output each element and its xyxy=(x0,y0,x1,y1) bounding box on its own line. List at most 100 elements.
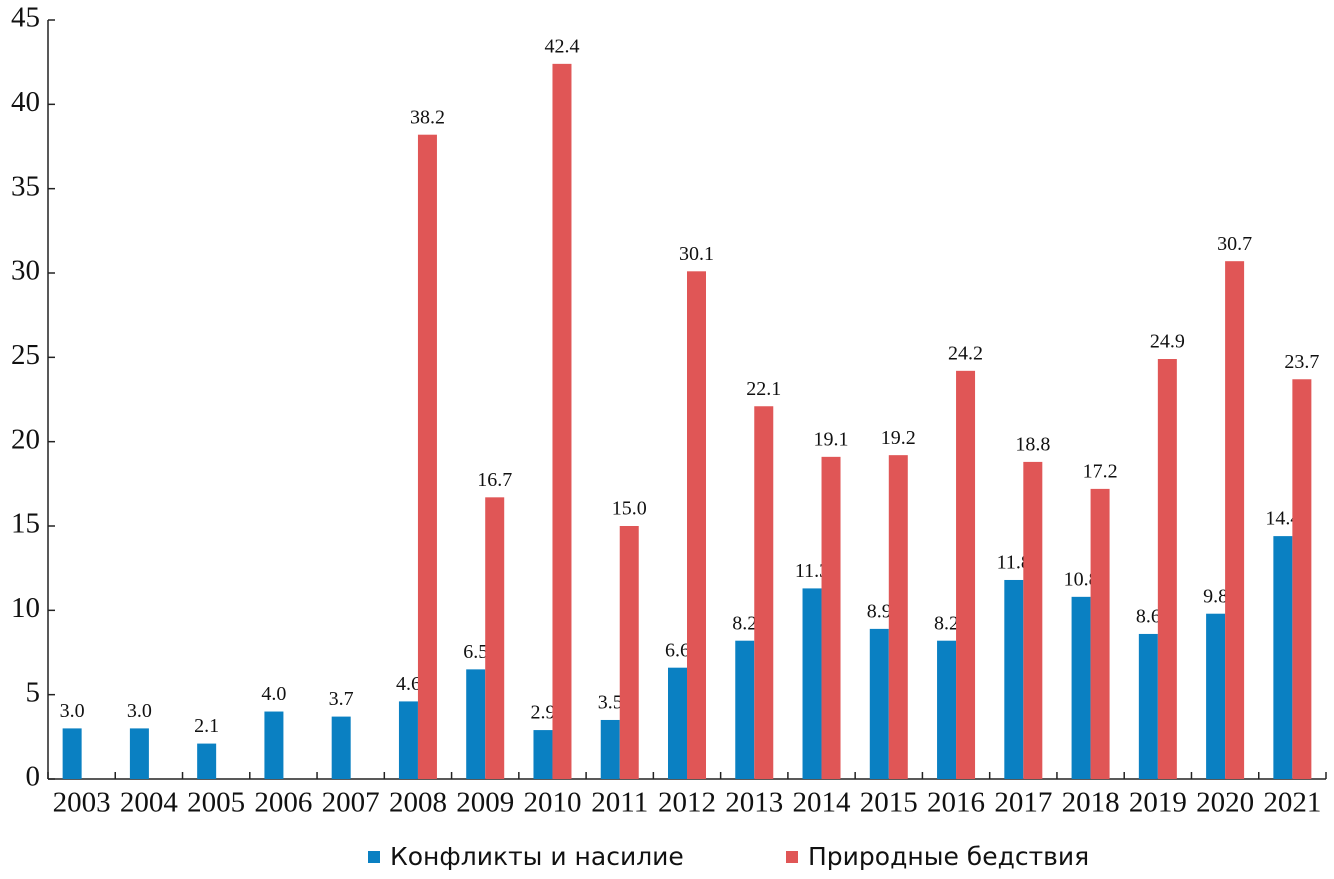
bar xyxy=(533,730,553,779)
bar xyxy=(956,370,976,779)
value-label: 3.0 xyxy=(127,700,152,722)
value-label: 30.7 xyxy=(1217,233,1252,255)
y-tick-label: 25 xyxy=(11,339,40,371)
bar xyxy=(197,743,217,779)
x-tick-label: 2014 xyxy=(793,787,852,819)
value-label: 9.8 xyxy=(1203,585,1228,607)
value-label: 16.7 xyxy=(477,469,512,491)
x-tick-label: 2020 xyxy=(1196,787,1254,819)
bar xyxy=(62,728,82,779)
y-tick-label: 45 xyxy=(11,2,40,34)
y-tick-label: 0 xyxy=(26,761,41,793)
y-tick-label: 35 xyxy=(11,170,40,202)
x-tick-label: 2019 xyxy=(1129,787,1187,819)
value-label: 8.2 xyxy=(934,612,959,634)
bar xyxy=(466,669,486,779)
x-tick-label: 2015 xyxy=(860,787,918,819)
bar xyxy=(754,406,774,779)
value-label: 3.0 xyxy=(60,700,85,722)
x-tick-label: 2018 xyxy=(1062,787,1120,819)
y-tick-label: 20 xyxy=(11,423,40,455)
x-tick-label: 2021 xyxy=(1263,787,1321,819)
bar xyxy=(129,728,149,779)
value-label: 23.7 xyxy=(1284,351,1319,373)
y-tick-label: 30 xyxy=(11,255,40,287)
x-tick-label: 2010 xyxy=(523,787,581,819)
y-tick-label: 10 xyxy=(11,592,40,624)
x-tick-label: 2003 xyxy=(53,787,111,819)
y-tick-label: 5 xyxy=(26,676,41,708)
value-label: 8.6 xyxy=(1136,606,1161,628)
bar xyxy=(417,134,437,779)
value-label: 2.1 xyxy=(194,715,219,737)
x-tick-label: 2007 xyxy=(322,787,380,819)
bar xyxy=(869,628,889,779)
bar xyxy=(1023,461,1043,779)
bar xyxy=(1071,596,1091,779)
value-label: 14.4 xyxy=(1265,508,1300,530)
x-tick-label: 2009 xyxy=(456,787,514,819)
value-label: 19.2 xyxy=(881,427,916,449)
x-tick-label: 2008 xyxy=(389,787,447,819)
value-label: 38.2 xyxy=(410,106,445,128)
bar xyxy=(619,526,639,779)
value-label: 6.6 xyxy=(665,639,690,661)
bar xyxy=(1004,579,1024,779)
value-label: 30.1 xyxy=(679,243,714,265)
value-label: 17.2 xyxy=(1083,460,1118,482)
x-tick-label: 2004 xyxy=(120,787,179,819)
value-label: 15.0 xyxy=(612,498,647,520)
value-label: 42.4 xyxy=(544,35,579,57)
bar xyxy=(600,719,620,779)
legend-swatch xyxy=(368,851,380,863)
bar xyxy=(888,455,908,779)
value-label: 2.9 xyxy=(530,702,555,724)
x-tick-label: 2011 xyxy=(591,787,648,819)
value-label: 3.5 xyxy=(598,692,623,714)
value-label: 24.2 xyxy=(948,342,983,364)
bar xyxy=(485,497,505,779)
value-label: 18.8 xyxy=(1015,434,1050,456)
value-label: 11.3 xyxy=(795,560,829,582)
bar xyxy=(398,701,418,779)
value-label: 4.0 xyxy=(261,683,286,705)
y-tick-label: 15 xyxy=(11,508,40,540)
x-tick-label: 2006 xyxy=(254,787,312,819)
bar xyxy=(821,456,841,779)
bar xyxy=(1273,536,1293,779)
bar xyxy=(331,716,351,779)
bar xyxy=(735,640,755,779)
bar xyxy=(264,711,284,779)
value-label: 11.8 xyxy=(997,552,1031,574)
bar xyxy=(1138,633,1158,779)
bar xyxy=(802,588,822,779)
value-label: 19.1 xyxy=(814,428,849,450)
bar xyxy=(1225,261,1245,779)
x-tick-label: 2012 xyxy=(658,787,716,819)
x-tick-label: 2017 xyxy=(994,787,1052,819)
bar xyxy=(1090,488,1110,779)
bar xyxy=(937,640,957,779)
legend-label: Конфликты и насилие xyxy=(390,842,684,871)
value-label: 10.8 xyxy=(1064,568,1099,590)
bar xyxy=(1292,379,1312,779)
x-tick-label: 2016 xyxy=(927,787,985,819)
value-label: 8.9 xyxy=(867,600,892,622)
bar xyxy=(1206,613,1226,779)
x-tick-label: 2013 xyxy=(725,787,783,819)
value-label: 3.7 xyxy=(329,688,354,710)
bar xyxy=(687,271,706,779)
x-tick-label: 2005 xyxy=(187,787,245,819)
bar xyxy=(668,667,687,779)
value-label: 4.6 xyxy=(396,673,421,695)
value-label: 22.1 xyxy=(746,378,781,400)
bar xyxy=(552,63,572,779)
legend-label: Природные бедствия xyxy=(808,842,1089,871)
value-label: 6.5 xyxy=(463,641,488,663)
legend-swatch xyxy=(786,851,798,863)
y-tick-label: 40 xyxy=(11,86,40,118)
value-label: 8.2 xyxy=(732,612,757,634)
value-label: 24.9 xyxy=(1150,331,1185,353)
bar xyxy=(1157,359,1177,779)
